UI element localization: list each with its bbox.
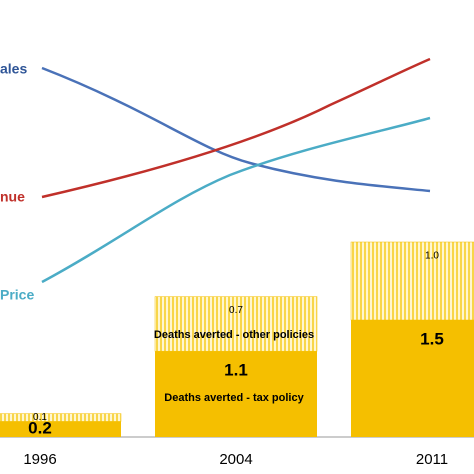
value-label: 1.0	[425, 251, 439, 262]
value-label: 0.1	[33, 412, 47, 423]
x-tick-label: 2011	[416, 451, 448, 468]
bar-segment	[0, 413, 122, 422]
value-label: 1.1	[224, 361, 248, 380]
line-label: nue	[0, 189, 25, 205]
bar-segment	[351, 320, 474, 437]
line-label: Price	[0, 287, 34, 303]
revenue-line	[41, 57, 431, 199]
bar-segment	[350, 241, 474, 321]
x-tick-label: 2004	[219, 451, 252, 468]
value-label: 1.5	[420, 329, 444, 348]
line-label: ales	[0, 61, 27, 77]
x-tick-label: 1996	[23, 451, 56, 468]
annotation: Deaths averted - tax policy	[164, 392, 304, 404]
sales-line	[41, 66, 431, 193]
annotation: Deaths averted - other policies	[154, 329, 314, 341]
price-line	[41, 116, 431, 284]
bar-segment	[155, 351, 317, 437]
value-label: 0.2	[28, 419, 52, 438]
bar-segment	[0, 421, 121, 437]
bar-segment	[154, 296, 318, 352]
value-label: 0.7	[229, 305, 243, 316]
